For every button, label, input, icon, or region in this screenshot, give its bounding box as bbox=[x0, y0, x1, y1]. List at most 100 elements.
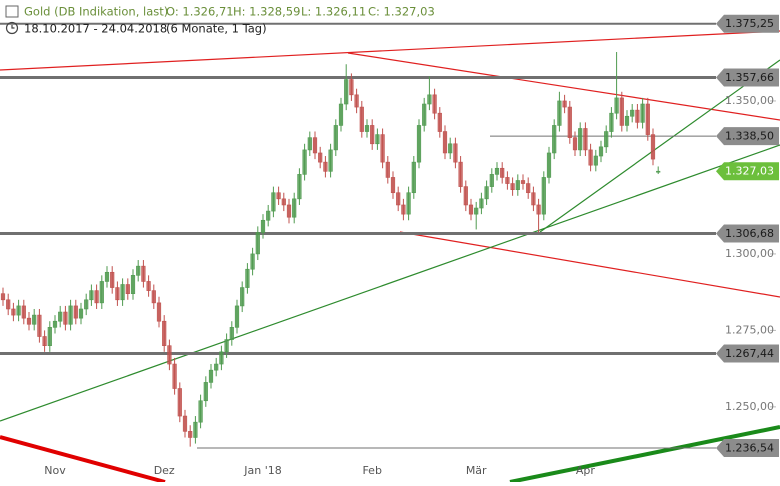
candle-body bbox=[125, 284, 130, 294]
candle-body bbox=[266, 210, 271, 221]
candle-body bbox=[619, 97, 624, 126]
trend-line bbox=[0, 30, 780, 71]
candle-body bbox=[156, 302, 162, 322]
levels: 1.375,25 1.357,66 1.338,50 1.327,03 1.306,68… bbox=[0, 14, 779, 458]
trend-line bbox=[0, 435, 166, 484]
candle-body bbox=[604, 131, 609, 148]
trend-line bbox=[509, 425, 780, 484]
candle-body bbox=[26, 317, 32, 325]
candle-body bbox=[328, 149, 333, 172]
candle-body bbox=[380, 134, 385, 163]
candle-body bbox=[536, 204, 541, 215]
candle-body bbox=[250, 253, 255, 270]
candle-body bbox=[37, 314, 42, 337]
candle-body bbox=[416, 125, 422, 163]
candle-body bbox=[146, 281, 151, 291]
candle-body bbox=[401, 204, 406, 215]
candle-body bbox=[458, 161, 463, 187]
candle-body bbox=[422, 103, 427, 126]
level-label: 1.327,03 bbox=[725, 165, 774, 178]
level-label-box bbox=[716, 344, 779, 363]
ohlc-low: L: 1.326,11 bbox=[301, 5, 366, 19]
candle-body bbox=[214, 363, 219, 371]
candle-body bbox=[141, 265, 146, 282]
instrument: Gold (DB Indikation, last) bbox=[24, 5, 168, 19]
candle-body bbox=[307, 137, 312, 151]
candle-body bbox=[89, 290, 94, 301]
level-label: 1.236,54 bbox=[725, 442, 774, 455]
candle-body bbox=[208, 369, 214, 383]
level-label: 1.267,44 bbox=[725, 347, 774, 360]
candle-body bbox=[598, 146, 604, 157]
axis: 1.250,00 1.275,00 1.300,00 1.350,00 Nov Dez Ja… bbox=[44, 94, 776, 477]
candle-body bbox=[468, 204, 474, 215]
candle-body bbox=[110, 271, 115, 288]
candle-body bbox=[432, 94, 437, 114]
level-label: 1.338,50 bbox=[725, 130, 774, 143]
candle-body bbox=[552, 125, 557, 154]
level-label-box bbox=[716, 439, 779, 458]
candle-body bbox=[448, 143, 453, 154]
level-label-box bbox=[716, 224, 779, 243]
period: 18.10.2017 - 24.04.2018 bbox=[24, 22, 167, 36]
candle-body bbox=[188, 431, 193, 438]
candle-body bbox=[333, 125, 338, 151]
candle-body bbox=[562, 100, 567, 108]
candle-body bbox=[531, 192, 536, 206]
period-note: (6 Monate, 1 Tag) bbox=[166, 22, 267, 36]
candle-body bbox=[640, 103, 645, 123]
candle-body bbox=[463, 186, 468, 206]
candle-body bbox=[656, 170, 661, 173]
candle-body bbox=[193, 421, 198, 438]
candle-body bbox=[104, 271, 110, 282]
candle-body bbox=[541, 177, 546, 215]
candle-body bbox=[151, 290, 156, 304]
candle-body bbox=[130, 275, 136, 294]
candle-body bbox=[354, 94, 359, 108]
candle-body bbox=[406, 192, 411, 215]
clock-icon bbox=[5, 21, 19, 35]
candle-body bbox=[162, 320, 167, 346]
trend-lines bbox=[0, 30, 780, 484]
x-tick-label: Nov bbox=[44, 464, 66, 477]
candle-body bbox=[120, 284, 125, 301]
candle-body bbox=[505, 177, 510, 184]
candle-body bbox=[614, 97, 619, 114]
level-label: 1.306,68 bbox=[725, 227, 774, 240]
candle-body bbox=[588, 149, 593, 166]
candle-body bbox=[73, 305, 78, 319]
candle-body bbox=[323, 161, 328, 172]
candle-body bbox=[219, 351, 224, 365]
candle-body bbox=[479, 198, 484, 209]
candle-body bbox=[510, 183, 515, 190]
y-tick-label: 1.275,00 bbox=[725, 323, 774, 336]
y-tick-label: 1.250,00 bbox=[725, 400, 774, 413]
candle-body bbox=[312, 137, 318, 154]
candle-body bbox=[578, 128, 583, 151]
candle-body bbox=[442, 131, 448, 154]
candle-body bbox=[344, 79, 349, 105]
candle-body bbox=[167, 345, 172, 365]
candle-body bbox=[0, 293, 6, 301]
level-label-box bbox=[716, 14, 779, 33]
candle-body bbox=[276, 192, 281, 200]
candle-body bbox=[229, 327, 234, 340]
candle-body bbox=[557, 100, 562, 126]
candle-body bbox=[260, 219, 266, 233]
candle-body bbox=[364, 125, 370, 132]
candle-body bbox=[349, 79, 354, 96]
candle-body bbox=[255, 232, 260, 255]
candle-body bbox=[515, 180, 520, 190]
candle-body bbox=[32, 314, 37, 325]
candle-body bbox=[411, 161, 416, 194]
candle-body bbox=[375, 134, 380, 145]
candle-body bbox=[11, 308, 16, 316]
candle-body bbox=[115, 287, 120, 301]
candle-body bbox=[583, 128, 588, 151]
candle-body bbox=[567, 106, 572, 138]
y-tick-label: 1.350,00 bbox=[725, 94, 774, 107]
trend-line bbox=[0, 144, 780, 422]
candle-body bbox=[245, 268, 250, 288]
candle-body bbox=[572, 137, 578, 151]
